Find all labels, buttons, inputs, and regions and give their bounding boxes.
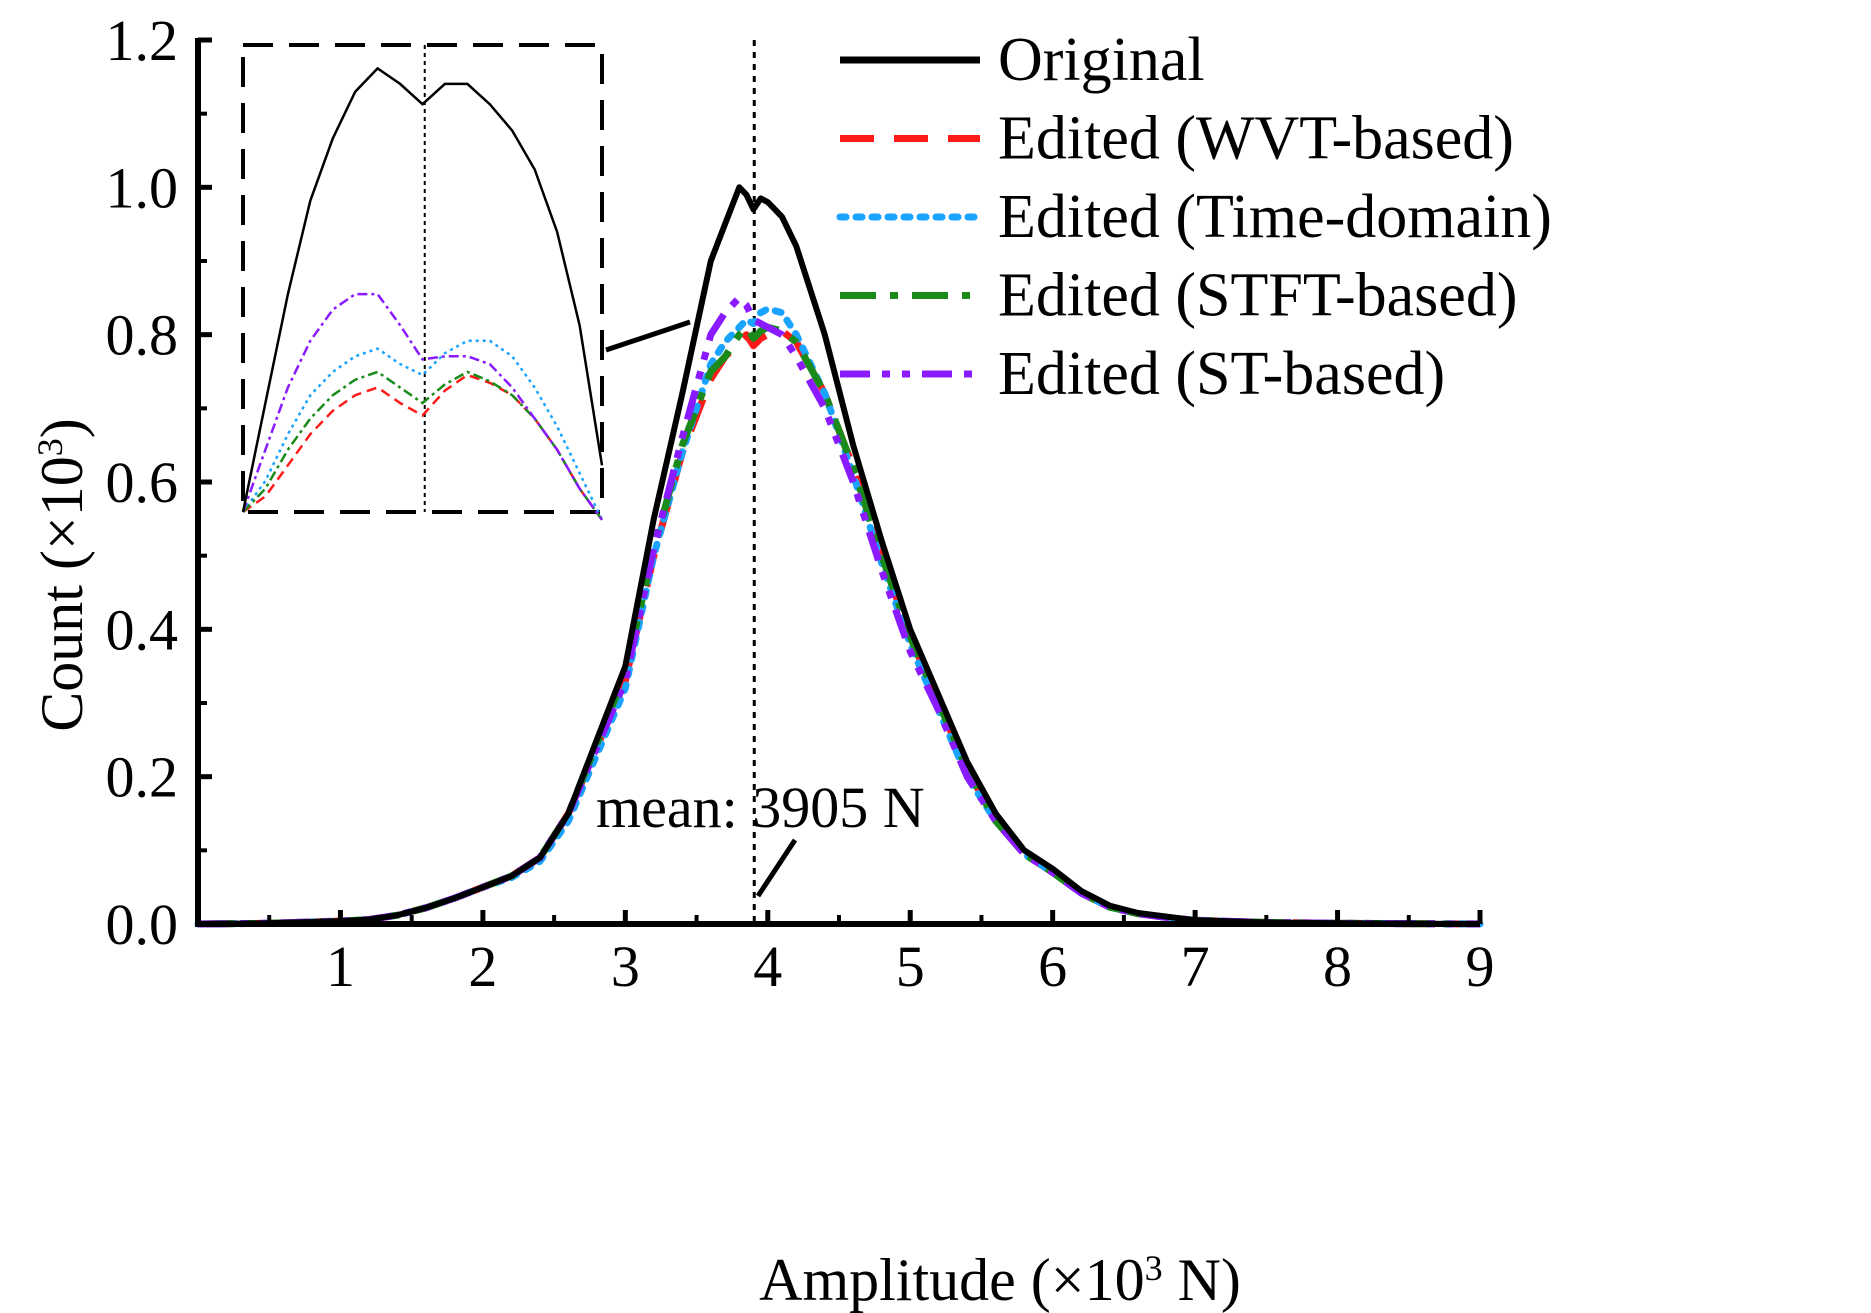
inset-series-line-1 [242,373,604,521]
axes: 1 2 3 4 5 6 7 8 9 0.0 0.2 0.4 0.6 0.8 1.0 1.2 [106,8,1495,999]
x-tick-label-2: 3 [611,934,640,999]
inset-series-line-0 [241,66,604,513]
legend-label-2: Edited (Time-domain) [998,183,1552,251]
x-tick-label-8: 9 [1466,934,1495,999]
x-tick-label-6: 7 [1181,934,1210,999]
y-axis-title-main: Count (×10 [29,456,95,732]
inset-series-line-4 [241,292,604,521]
inset-series-line-3 [242,370,604,521]
legend-label-1: Edited (WVT-based) [998,105,1514,173]
zoom-inset [241,43,691,521]
x-tick-label-5: 6 [1038,934,1067,999]
x-tick-label-4: 5 [896,934,925,999]
x-tick-label-0: 1 [326,934,355,999]
inset-series-line-2 [241,339,604,521]
y-axis-title: Count (×103) [29,418,95,732]
x-axis-title-sup: 3 [1145,1248,1163,1288]
inset-connector-line [605,319,691,353]
y-tick-label-3: 0.6 [106,450,179,515]
inset-frame [241,43,604,514]
legend-label-0: Original [998,26,1205,94]
x-tick-label-7: 8 [1323,934,1352,999]
y-tick-label-1: 0.2 [106,745,179,810]
legend-label-4: Edited (ST-based) [998,340,1445,408]
mean-pointer-line [755,838,798,898]
x-tick-label-3: 4 [753,934,782,999]
y-tick-label-4: 0.8 [106,303,179,368]
y-axis-title-sup: 3 [30,438,70,456]
series-line-0 [197,184,1481,927]
y-tick-label-6: 1.2 [106,8,179,73]
y-tick-label-0: 0.0 [106,892,179,957]
x-axis-title-tail: N) [1163,1247,1241,1313]
annotations: mean: 3905 N [596,775,925,898]
x-tick-label-1: 2 [468,934,497,999]
series-line-4 [197,294,1481,928]
plot-area [194,40,1484,928]
y-tick-label-5: 1.0 [106,155,179,220]
y-axis-title-tail: ) [29,418,95,438]
legend-label-3: Edited (STFT-based) [998,262,1517,330]
mean-annotation: mean: 3905 N [596,775,925,840]
x-axis-title-main: Amplitude (×10 [759,1247,1144,1313]
legend: Original Edited (WVT-based) Edited (Time-d… [836,26,1552,408]
x-axis-title: Amplitude (×103 N) [759,1247,1241,1313]
y-tick-label-2: 0.4 [106,597,179,662]
